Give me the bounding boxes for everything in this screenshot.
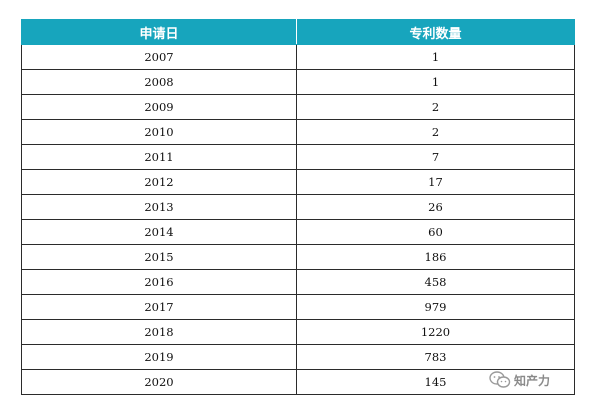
year-cell: 2007	[21, 44, 297, 70]
year-cell: 2020	[21, 369, 297, 395]
table-row: 2015 186	[21, 244, 575, 270]
year-cell: 2013	[21, 194, 297, 220]
count-cell: 458	[296, 269, 575, 295]
table-row: 2011 7	[21, 144, 575, 170]
patent-count-table: 申请日 专利数量 2007 1 2008 1 2009 2 2010 2 201	[21, 19, 575, 395]
count-cell: 186	[296, 244, 575, 270]
count-cell: 1220	[296, 319, 575, 345]
year-cell: 2012	[21, 169, 297, 195]
count-cell: 2	[296, 119, 575, 145]
count-cell: 145	[296, 369, 575, 395]
column-header-patent-count: 专利数量	[296, 19, 575, 45]
count-cell: 7	[296, 144, 575, 170]
table-row: 2013 26	[21, 194, 575, 220]
table-row: 2020 145	[21, 369, 575, 395]
table-row: 2019 783	[21, 344, 575, 370]
count-cell: 2	[296, 94, 575, 120]
count-cell: 1	[296, 69, 575, 95]
year-cell: 2010	[21, 119, 297, 145]
table-row: 2007 1	[21, 44, 575, 70]
count-cell: 979	[296, 294, 575, 320]
table-row: 2010 2	[21, 119, 575, 145]
watermark: 知产力	[489, 371, 550, 389]
year-cell: 2009	[21, 94, 297, 120]
count-cell: 17	[296, 169, 575, 195]
year-cell: 2008	[21, 69, 297, 95]
year-cell: 2015	[21, 244, 297, 270]
year-cell: 2017	[21, 294, 297, 320]
count-cell: 1	[296, 44, 575, 70]
table-row: 2018 1220	[21, 319, 575, 345]
table-row: 2012 17	[21, 169, 575, 195]
table-row: 2017 979	[21, 294, 575, 320]
year-cell: 2018	[21, 319, 297, 345]
watermark-text: 知产力	[514, 373, 551, 388]
table-row: 2009 2	[21, 94, 575, 120]
patent-table-container: 申请日 专利数量 2007 1 2008 1 2009 2 2010 2 201	[21, 19, 575, 395]
wechat-icon	[489, 371, 511, 389]
table-row: 2014 60	[21, 219, 575, 245]
year-cell: 2019	[21, 344, 297, 370]
table-row: 2008 1	[21, 69, 575, 95]
table-row: 2016 458	[21, 269, 575, 295]
year-cell: 2016	[21, 269, 297, 295]
year-cell: 2014	[21, 219, 297, 245]
year-cell: 2011	[21, 144, 297, 170]
table-header-row: 申请日 专利数量	[21, 19, 575, 45]
count-cell: 26	[296, 194, 575, 220]
column-header-application-date: 申请日	[21, 19, 297, 45]
count-cell: 783	[296, 344, 575, 370]
count-cell: 60	[296, 219, 575, 245]
